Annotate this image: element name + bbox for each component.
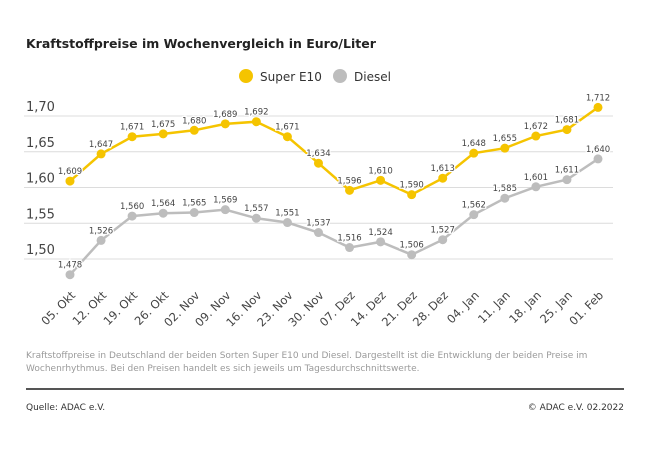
data-point <box>158 208 168 218</box>
data-point <box>96 149 106 159</box>
data-label: 1,672 <box>524 122 548 132</box>
source-text: Quelle: ADAC e.V. <box>26 403 106 413</box>
data-label: 1,671 <box>120 123 144 133</box>
data-point <box>531 182 541 192</box>
data-label: 1,675 <box>151 120 175 130</box>
data-point <box>593 102 603 112</box>
data-label: 1,640 <box>586 145 610 155</box>
x-tick-label: 01. Feb <box>566 288 606 328</box>
data-label: 1,562 <box>462 201 486 211</box>
data-point <box>500 193 510 203</box>
data-label: 1,601 <box>524 173 548 183</box>
data-label: 1,681 <box>555 116 579 126</box>
y-tick-label: 1,55 <box>26 207 55 222</box>
x-tick-label: 04. Jan <box>444 288 482 326</box>
data-point <box>282 218 292 228</box>
data-point <box>220 205 230 215</box>
data-point <box>500 143 510 153</box>
data-point <box>562 125 572 135</box>
data-point <box>96 235 106 245</box>
data-label: 1,596 <box>337 176 361 186</box>
data-label: 1,590 <box>399 181 423 191</box>
data-point <box>127 211 137 221</box>
data-point <box>345 185 355 195</box>
data-label: 1,585 <box>493 184 517 194</box>
data-label: 1,557 <box>244 204 268 214</box>
data-label: 1,526 <box>89 226 113 236</box>
x-tick-label: 11. Jan <box>475 288 513 326</box>
data-point <box>313 228 323 238</box>
data-label: 1,610 <box>368 166 392 176</box>
data-point <box>469 210 479 220</box>
chart-title: Kraftstoffpreise im Wochenvergleich in E… <box>26 36 376 51</box>
data-point <box>438 235 448 245</box>
divider <box>26 388 624 390</box>
data-label: 1,648 <box>462 139 486 149</box>
data-point <box>127 132 137 142</box>
data-label: 1,655 <box>493 134 517 144</box>
y-tick-label: 1,60 <box>26 172 55 187</box>
data-point <box>251 213 261 223</box>
copyright-text: © ADAC e.V. 02.2022 <box>527 403 624 413</box>
data-point <box>189 125 199 135</box>
data-label: 1,560 <box>120 202 144 212</box>
data-label: 1,524 <box>368 228 392 238</box>
legend-label-1: Diesel <box>354 70 391 84</box>
series-line-0 <box>69 106 599 197</box>
data-label: 1,537 <box>306 219 330 229</box>
data-label: 1,569 <box>213 196 237 206</box>
y-tick-label: 1,70 <box>26 100 55 115</box>
data-label: 1,671 <box>275 123 299 133</box>
data-point <box>158 129 168 139</box>
data-point <box>562 175 572 185</box>
data-point <box>65 270 75 280</box>
data-label: 1,565 <box>182 199 206 209</box>
legend-marker-1 <box>333 69 347 83</box>
data-label: 1,634 <box>306 149 330 159</box>
data-label: 1,478 <box>58 261 82 271</box>
data-point <box>282 132 292 142</box>
data-point <box>469 148 479 158</box>
y-tick-label: 1,65 <box>26 136 55 151</box>
data-label: 1,613 <box>431 164 455 174</box>
data-label: 1,564 <box>151 199 175 209</box>
data-point <box>65 176 75 186</box>
data-label: 1,712 <box>586 93 610 103</box>
legend-marker-0 <box>239 69 253 83</box>
data-point <box>220 119 230 129</box>
data-point <box>407 250 417 260</box>
data-label: 1,551 <box>275 209 299 219</box>
data-label: 1,680 <box>182 116 206 126</box>
data-label: 1,689 <box>213 110 237 120</box>
data-label: 1,516 <box>337 234 361 244</box>
data-point <box>345 243 355 253</box>
series-line-1 <box>69 157 599 276</box>
data-point <box>593 154 603 164</box>
data-label: 1,692 <box>244 108 268 118</box>
y-tick-label: 1,50 <box>26 243 55 258</box>
data-point <box>407 190 417 200</box>
data-label: 1,611 <box>555 166 579 176</box>
legend-label-0: Super E10 <box>260 70 322 84</box>
data-point <box>376 175 386 185</box>
chart-caption: Kraftstoffpreise in Deutschland der beid… <box>26 351 588 374</box>
data-point <box>376 237 386 247</box>
data-label: 1,506 <box>399 241 423 251</box>
data-point <box>531 131 541 141</box>
data-point <box>438 173 448 183</box>
data-label: 1,647 <box>89 140 113 150</box>
data-label: 1,609 <box>58 167 82 177</box>
data-label: 1,527 <box>431 226 455 236</box>
x-tick-label: 18. Jan <box>506 288 544 326</box>
data-point <box>189 208 199 218</box>
data-point <box>313 158 323 168</box>
data-point <box>251 117 261 127</box>
